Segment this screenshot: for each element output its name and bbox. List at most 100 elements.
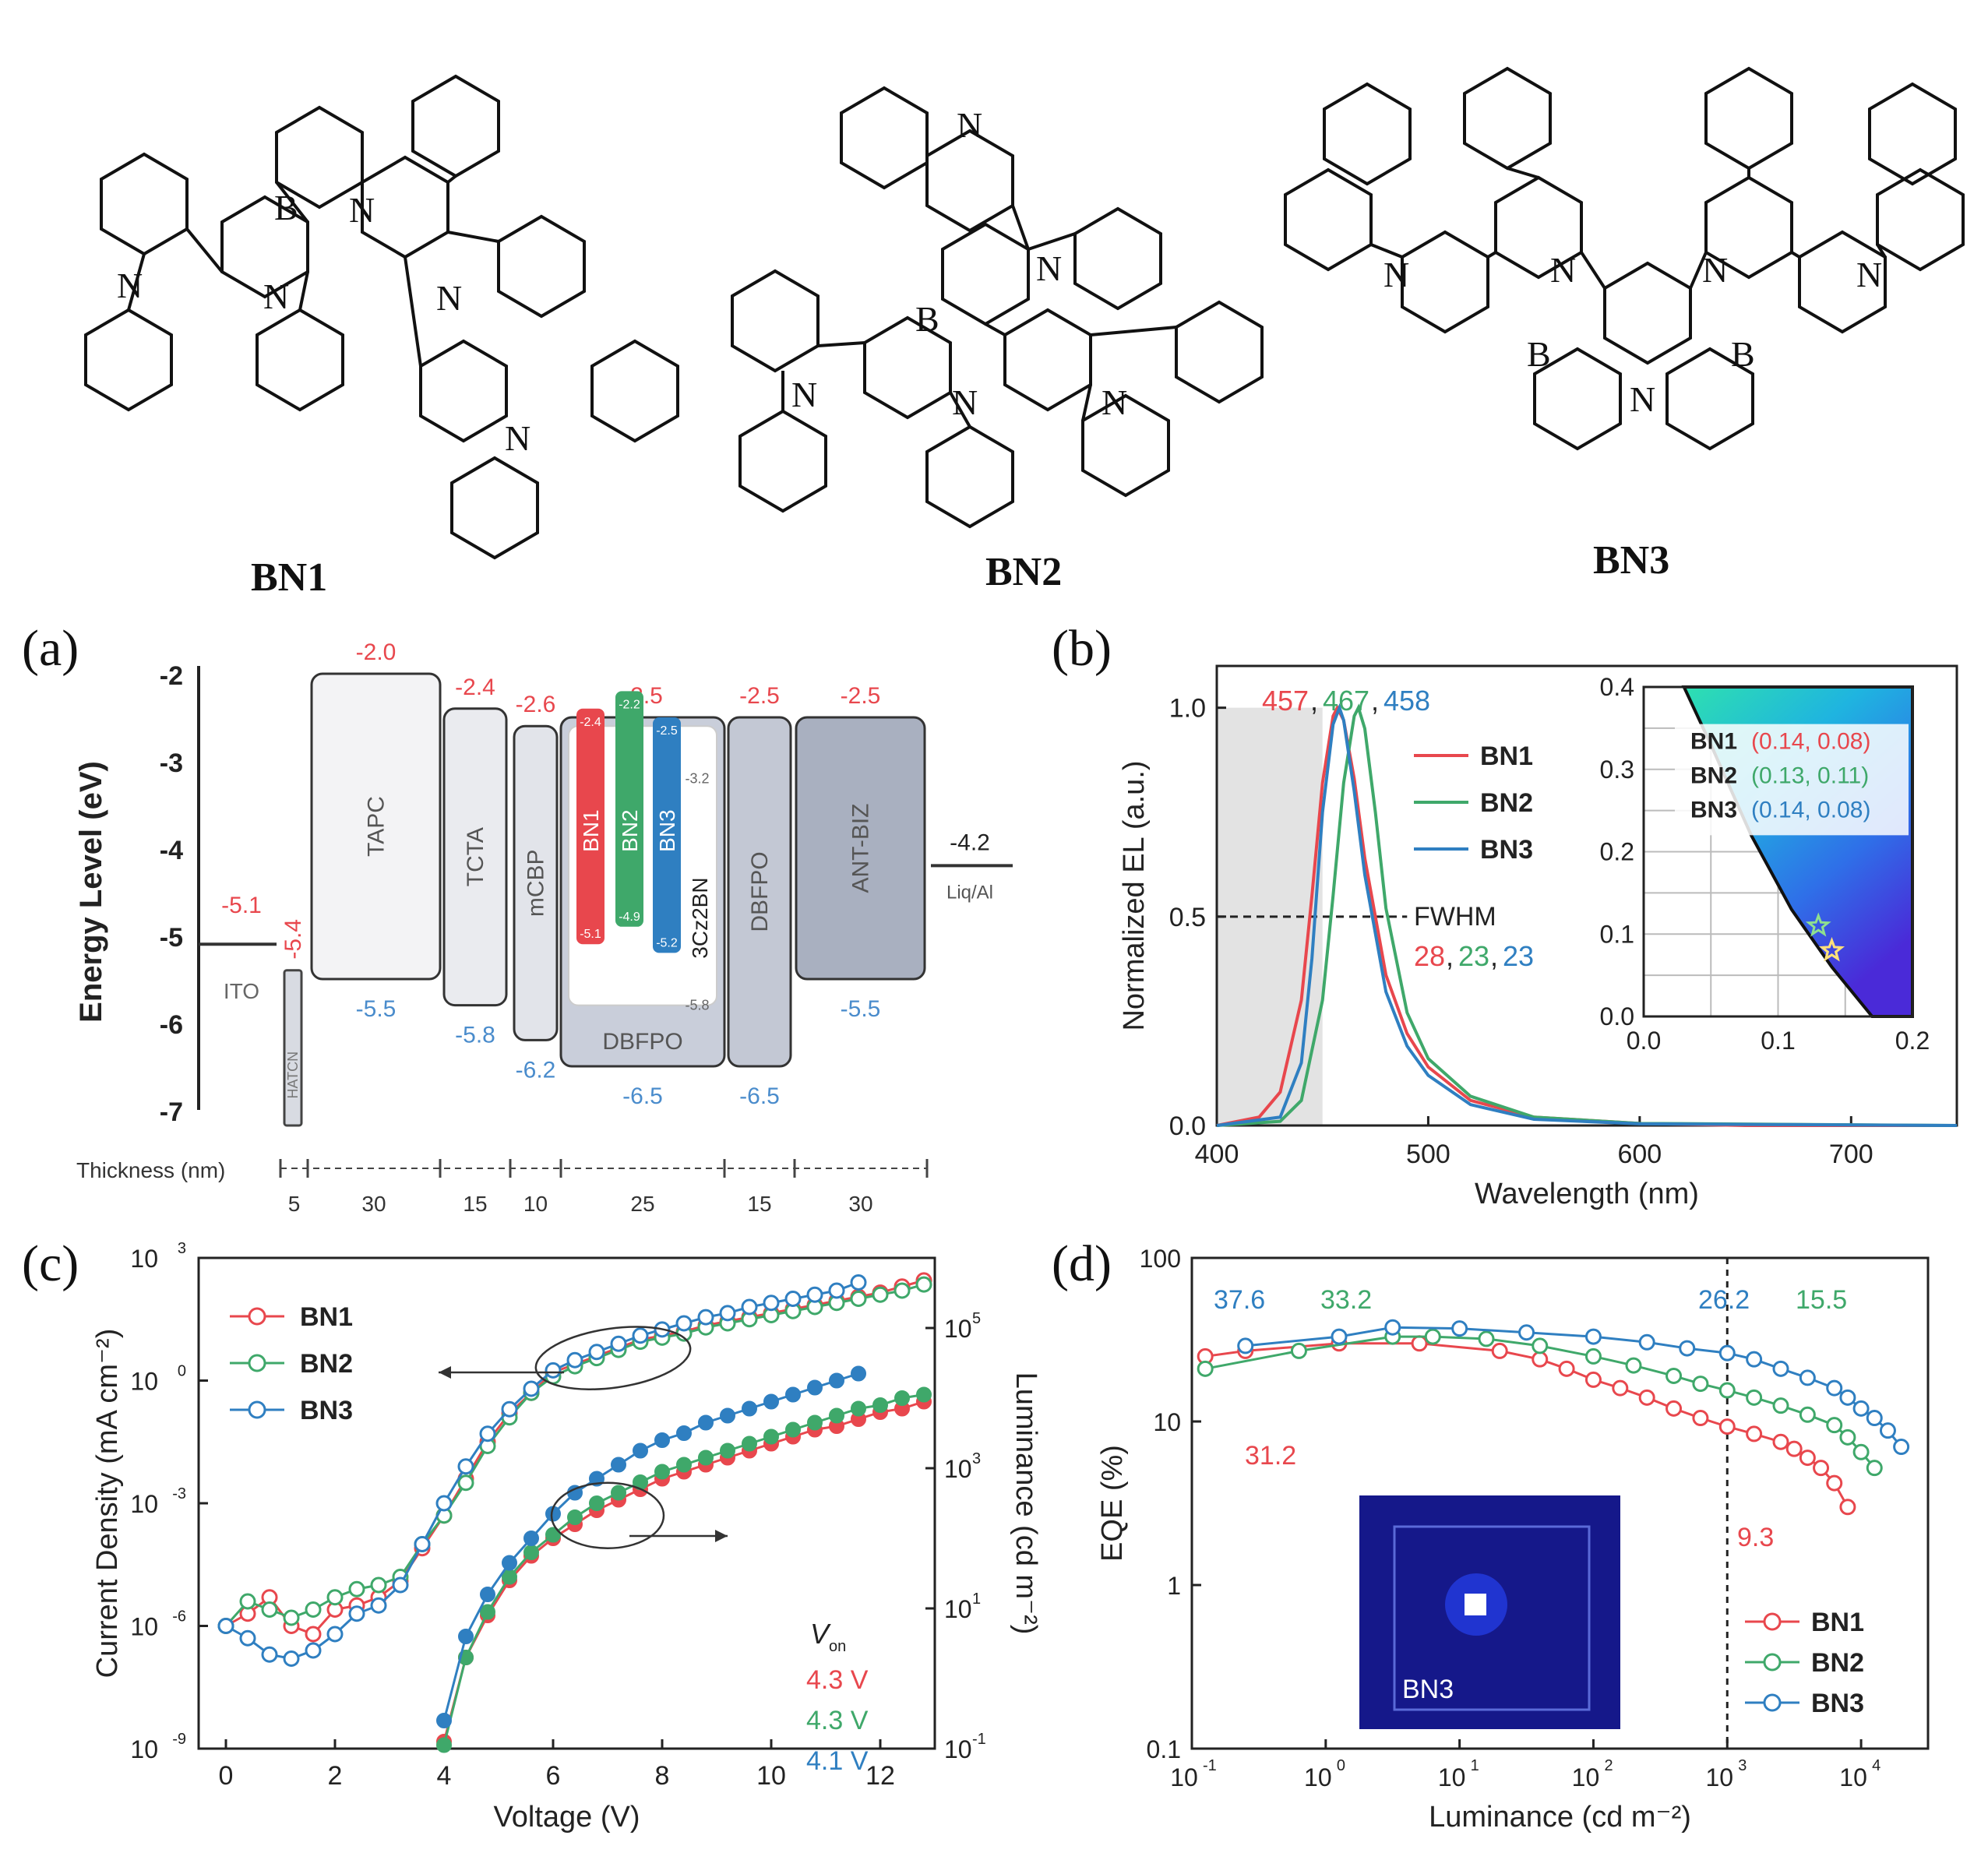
- lv-point-bn2: [676, 1457, 692, 1473]
- cie-label-name: BN2: [1690, 763, 1737, 788]
- cie-label-coord: (0.13, 0.11): [1751, 763, 1869, 788]
- lv-point-bn3: [807, 1379, 823, 1396]
- emitter-lumo-value: -2.2: [619, 698, 640, 711]
- peak-label-bn2: 467: [1323, 685, 1369, 717]
- lv-point-bn3: [523, 1531, 539, 1546]
- peak-label-bn1: 457: [1262, 685, 1309, 717]
- cathode-label: Liq/Al: [946, 882, 993, 903]
- y-axis-label: EQE (%): [1096, 1445, 1129, 1562]
- fwhm-separator: ,: [1446, 940, 1454, 972]
- panel-label-b: (b): [1052, 620, 1112, 677]
- jv-point-bn3: [348, 1605, 365, 1622]
- legend-marker: [248, 1354, 266, 1372]
- emitter-lumo-value: -3.2: [685, 770, 709, 786]
- x-tick-label: 6: [546, 1761, 561, 1791]
- series-line-bn2: [1216, 703, 1958, 1127]
- y-tick-label: 1: [1167, 1572, 1181, 1600]
- inset-frame: [1642, 685, 1914, 1018]
- hatcn-level-value: -5.4: [280, 919, 306, 960]
- eqe-point-bn2: [1746, 1389, 1763, 1406]
- jv-point-bn3: [610, 1335, 627, 1352]
- lv-point-bn2: [698, 1450, 714, 1466]
- cie-label-coord: (0.14, 0.08): [1751, 728, 1870, 754]
- lv-point-bn2: [807, 1414, 823, 1431]
- fwhm-value-bn1: 28: [1414, 940, 1445, 972]
- layer-box-tcta: [442, 707, 508, 1007]
- x-tick-label: 10: [1170, 1763, 1198, 1791]
- emitter-bar-bn3: [653, 717, 681, 953]
- eqe-point-bn2: [1799, 1406, 1816, 1423]
- eqe-point-bn2: [1852, 1443, 1870, 1460]
- jv-point-bn3: [261, 1646, 278, 1663]
- jv-point-bn2: [305, 1601, 322, 1618]
- y2-tick-exponent: 5: [972, 1310, 981, 1327]
- y-tick-label: -7: [160, 1097, 183, 1127]
- x-tick-label: 8: [655, 1761, 670, 1791]
- device-photo-outline: [1393, 1525, 1591, 1711]
- y-axis-label: Energy Level (eV): [74, 761, 108, 1023]
- layer-homo-value: -5.5: [356, 996, 397, 1022]
- cie-label-name: BN1: [1690, 728, 1737, 754]
- lv-point-bn3: [698, 1414, 714, 1431]
- lv-point-bn2: [894, 1390, 910, 1406]
- layer-name-ant-biz: ANT-BIZ: [848, 803, 874, 893]
- x-axis-label: Voltage (V): [494, 1801, 640, 1834]
- thickness-value: 25: [630, 1192, 654, 1216]
- lv-point-bn3: [654, 1432, 670, 1448]
- y-tick-label: 1.0: [1169, 694, 1206, 724]
- layer-homo-value: -6.5: [739, 1083, 780, 1109]
- cathode-level-value: -4.2: [950, 830, 990, 855]
- jv-point-bn3: [457, 1458, 474, 1475]
- x-tick-label: 600: [1617, 1140, 1662, 1169]
- legend-marker: [1763, 1693, 1782, 1712]
- thickness-value: 5: [288, 1192, 301, 1216]
- ito-level-value: -5.1: [221, 893, 262, 918]
- lv-point-bn3: [436, 1713, 452, 1728]
- bn1-structure: [84, 74, 679, 560]
- lv-point-bn3: [676, 1425, 692, 1441]
- emitter-lumo-value: -2.4: [580, 716, 601, 729]
- legend-label: BN3: [1480, 835, 1533, 865]
- annotation-ellipse: [534, 1326, 692, 1390]
- jv-point-bn3: [217, 1618, 234, 1634]
- annotation-1000-bn2: 15.5: [1796, 1285, 1847, 1315]
- layer-lumo-value: -2.6: [516, 692, 556, 717]
- jv-point-bn2: [872, 1286, 889, 1303]
- cie-point-bn3: [1819, 937, 1845, 962]
- jv-point-bn3: [501, 1400, 518, 1418]
- lv-point-bn3: [458, 1629, 474, 1644]
- y-tick-label: 0.0: [1169, 1111, 1206, 1141]
- eqe-point-bn2: [1718, 1382, 1736, 1399]
- legend-label: BN2: [1480, 788, 1533, 818]
- lv-point-bn3: [785, 1386, 801, 1403]
- plot-frame: [1190, 1256, 1930, 1750]
- emitter-homo-value: -5.1: [580, 928, 601, 941]
- thickness-value: 30: [361, 1192, 386, 1216]
- atom-label: N: [1102, 382, 1127, 422]
- x-tick-label: 10: [1304, 1763, 1332, 1791]
- eqe-point-bn3: [1772, 1360, 1789, 1377]
- x-tick-label: 10: [1438, 1763, 1466, 1791]
- y2-tick-exponent: -1: [972, 1731, 986, 1748]
- eqe-point-bn3: [1746, 1351, 1763, 1368]
- lv-point-bn3: [611, 1457, 626, 1473]
- legend-label: BN2: [1811, 1648, 1864, 1678]
- eqe-point-bn1: [1692, 1410, 1709, 1427]
- eqe-point-bn1: [1772, 1433, 1789, 1450]
- jv-point-bn3: [675, 1315, 693, 1332]
- y-tick-exponent: -3: [172, 1485, 186, 1502]
- bn2-structure: [731, 86, 1264, 529]
- annotation-max-bn1: 31.2: [1245, 1441, 1296, 1471]
- von-value-bn2: 4.3 V: [806, 1706, 869, 1735]
- el-spectrum-chart: 400 500 600 700 0.0 0.5 1.0 Wavelength (nm) Norm…: [1118, 664, 1958, 1210]
- y2-axis-label: Luminance (cd m⁻²): [1010, 1372, 1042, 1635]
- x-tick-label: 4: [437, 1761, 452, 1791]
- atom-label: N: [505, 418, 530, 458]
- lv-point-bn3: [720, 1407, 735, 1424]
- y2-tick-label: 10: [944, 1595, 972, 1623]
- x-tick-exponent: 4: [1872, 1757, 1880, 1774]
- jv-point-bn2: [457, 1474, 474, 1492]
- annotation-max-bn2: 33.2: [1320, 1285, 1372, 1315]
- inset-x-tick-label: 0.0: [1627, 1027, 1661, 1055]
- layer-homo-value: -5.5: [841, 996, 881, 1022]
